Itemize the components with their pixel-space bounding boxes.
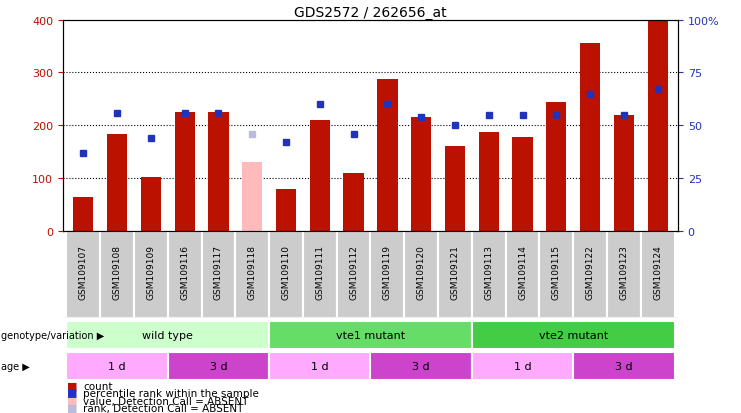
Text: GSM109110: GSM109110: [282, 244, 290, 299]
Bar: [405, 231, 438, 318]
Text: genotype/variation ▶: genotype/variation ▶: [1, 330, 104, 340]
Bar: [167, 352, 269, 380]
Text: 1 d: 1 d: [311, 361, 328, 371]
Text: ■: ■: [67, 388, 77, 398]
Title: GDS2572 / 262656_at: GDS2572 / 262656_at: [294, 6, 447, 20]
Text: GSM109117: GSM109117: [214, 244, 223, 299]
Text: GSM109120: GSM109120: [416, 244, 425, 299]
Bar: [236, 231, 269, 318]
Text: GSM109108: GSM109108: [113, 244, 122, 299]
Text: GSM109124: GSM109124: [654, 244, 662, 299]
Text: GSM109119: GSM109119: [383, 244, 392, 299]
Text: GSM109115: GSM109115: [552, 244, 561, 299]
Bar: [648, 21, 668, 231]
Text: GSM109109: GSM109109: [146, 244, 156, 299]
Bar: [303, 231, 336, 318]
Bar: [67, 321, 269, 349]
Bar: [269, 231, 303, 318]
Bar: [505, 231, 539, 318]
Bar: [208, 113, 228, 231]
Text: 3 d: 3 d: [615, 361, 633, 371]
Bar: [167, 231, 202, 318]
Bar: [641, 231, 674, 318]
Bar: [141, 178, 161, 231]
Text: GSM109122: GSM109122: [585, 244, 595, 299]
Bar: [574, 231, 607, 318]
Bar: [445, 147, 465, 231]
Text: GSM109112: GSM109112: [349, 244, 358, 299]
Text: GSM109114: GSM109114: [518, 244, 527, 299]
Bar: [472, 321, 674, 349]
Bar: [100, 231, 134, 318]
Text: wild type: wild type: [142, 330, 193, 340]
Text: GSM109121: GSM109121: [451, 244, 459, 299]
Text: ■: ■: [67, 403, 77, 413]
Bar: [411, 118, 431, 231]
Bar: [574, 352, 674, 380]
Text: GSM109107: GSM109107: [79, 244, 87, 299]
Bar: [472, 231, 505, 318]
Text: 1 d: 1 d: [108, 361, 126, 371]
Bar: [134, 231, 167, 318]
Text: count: count: [83, 381, 113, 391]
Text: GSM109123: GSM109123: [619, 244, 628, 299]
Text: ■: ■: [67, 381, 77, 391]
Bar: [513, 138, 533, 231]
Text: vte2 mutant: vte2 mutant: [539, 330, 608, 340]
Text: GSM109118: GSM109118: [247, 244, 256, 299]
Text: GSM109113: GSM109113: [485, 244, 494, 299]
Bar: [269, 321, 472, 349]
Text: 3 d: 3 d: [210, 361, 227, 371]
Bar: [107, 135, 127, 231]
Bar: [202, 231, 236, 318]
Text: 1 d: 1 d: [514, 361, 531, 371]
Text: GSM109111: GSM109111: [316, 244, 325, 299]
Bar: [607, 231, 641, 318]
Bar: [67, 352, 167, 380]
Bar: [242, 163, 262, 231]
Bar: [269, 352, 370, 380]
Bar: [546, 102, 567, 231]
Bar: [539, 231, 574, 318]
Text: rank, Detection Call = ABSENT: rank, Detection Call = ABSENT: [83, 403, 243, 413]
Bar: [73, 197, 93, 231]
Text: percentile rank within the sample: percentile rank within the sample: [83, 388, 259, 398]
Bar: [344, 173, 364, 231]
Bar: [370, 231, 405, 318]
Bar: [377, 80, 397, 231]
Text: value, Detection Call = ABSENT: value, Detection Call = ABSENT: [83, 396, 248, 406]
Text: vte1 mutant: vte1 mutant: [336, 330, 405, 340]
Bar: [276, 189, 296, 231]
Text: 3 d: 3 d: [413, 361, 430, 371]
Bar: [614, 116, 634, 231]
Bar: [310, 121, 330, 231]
Text: GSM109116: GSM109116: [180, 244, 189, 299]
Text: age ▶: age ▶: [1, 361, 30, 371]
Bar: [370, 352, 472, 380]
Bar: [479, 133, 499, 231]
Bar: [174, 113, 195, 231]
Bar: [472, 352, 574, 380]
Bar: [336, 231, 370, 318]
Bar: [580, 44, 600, 231]
Bar: [438, 231, 472, 318]
Bar: [67, 231, 100, 318]
Text: ■: ■: [67, 396, 77, 406]
